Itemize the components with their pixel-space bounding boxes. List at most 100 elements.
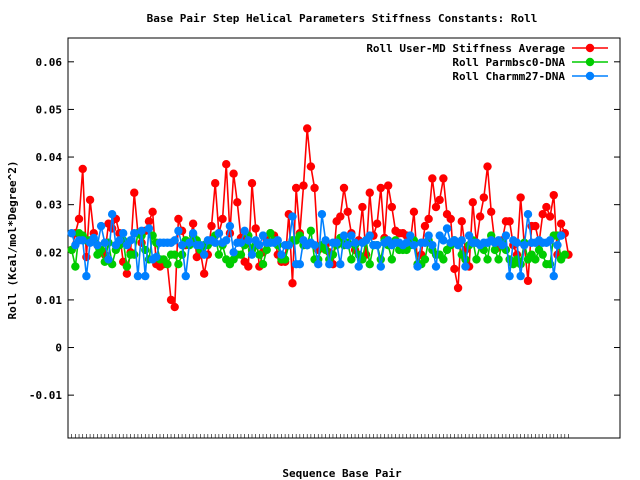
data-point bbox=[446, 214, 455, 224]
data-point bbox=[207, 221, 216, 231]
data-point bbox=[144, 224, 154, 233]
y-tick-label: 0.06 bbox=[36, 56, 63, 69]
data-point bbox=[107, 224, 117, 233]
data-point bbox=[218, 214, 227, 224]
data-point bbox=[402, 238, 411, 247]
data-point bbox=[251, 224, 260, 233]
data-point bbox=[89, 233, 98, 243]
data-point bbox=[170, 250, 179, 259]
y-axis-label: Roll (Kcal/mol*Degree^2) bbox=[6, 161, 19, 320]
chart-title: Base Pair Step Helical Parameters Stiffn… bbox=[147, 12, 538, 25]
data-point bbox=[214, 250, 224, 259]
data-point bbox=[196, 240, 205, 250]
data-point bbox=[365, 259, 374, 269]
legend-label-series-2: Roll Parmbsc0-DNA bbox=[452, 56, 565, 69]
data-point bbox=[523, 209, 533, 219]
data-point bbox=[545, 236, 555, 245]
data-point bbox=[453, 283, 463, 293]
data-point bbox=[479, 193, 489, 202]
data-point bbox=[130, 229, 139, 238]
y-tick-label: 0.03 bbox=[36, 199, 63, 212]
data-point bbox=[428, 174, 437, 183]
data-point bbox=[291, 183, 301, 193]
data-point bbox=[531, 221, 540, 231]
data-point bbox=[262, 245, 271, 255]
data-point bbox=[188, 229, 198, 238]
data-point bbox=[339, 183, 349, 193]
data-point bbox=[295, 259, 305, 269]
data-point bbox=[310, 183, 319, 193]
data-point bbox=[494, 255, 503, 264]
data-point bbox=[240, 226, 249, 236]
data-point bbox=[461, 262, 470, 271]
data-point bbox=[354, 262, 363, 271]
data-point bbox=[383, 181, 393, 190]
data-point bbox=[420, 221, 430, 231]
data-point bbox=[126, 236, 135, 245]
data-point bbox=[303, 124, 312, 133]
data-point bbox=[225, 221, 235, 231]
data-point bbox=[542, 202, 551, 212]
data-point bbox=[431, 202, 441, 212]
data-point bbox=[321, 236, 330, 245]
series-3 bbox=[67, 209, 566, 281]
data-point bbox=[483, 255, 492, 264]
data-point bbox=[82, 271, 91, 281]
data-point bbox=[387, 202, 397, 212]
y-tick-label: 0 bbox=[55, 342, 62, 355]
data-point bbox=[325, 259, 334, 269]
data-point bbox=[284, 240, 293, 250]
data-point bbox=[372, 219, 382, 228]
data-point bbox=[332, 238, 341, 247]
data-point bbox=[560, 250, 569, 259]
data-point bbox=[435, 195, 444, 205]
data-point bbox=[141, 271, 150, 281]
data-point bbox=[376, 262, 385, 271]
data-point bbox=[549, 190, 558, 200]
data-point bbox=[549, 271, 558, 281]
data-point bbox=[372, 240, 382, 250]
y-axis: -0.01 0 0.01 0.02 0.03 0.04 0.05 0.06 bbox=[29, 56, 620, 402]
data-point bbox=[255, 250, 264, 259]
data-point bbox=[211, 238, 220, 247]
data-point bbox=[247, 250, 257, 259]
data-point bbox=[174, 259, 183, 269]
data-point bbox=[538, 209, 547, 219]
data-point bbox=[137, 226, 146, 236]
data-point bbox=[188, 219, 198, 228]
data-point bbox=[387, 255, 397, 264]
y-tick-label: 0.04 bbox=[36, 151, 63, 164]
legend: Roll User-MD Stiffness Average Roll Parm… bbox=[366, 42, 608, 83]
data-point bbox=[365, 231, 374, 240]
data-point bbox=[122, 262, 132, 271]
data-point bbox=[170, 236, 179, 245]
data-point bbox=[336, 259, 345, 269]
data-point bbox=[439, 255, 448, 264]
data-point bbox=[247, 179, 257, 188]
data-point bbox=[78, 164, 87, 174]
data-point bbox=[512, 238, 522, 247]
data-point bbox=[288, 279, 297, 288]
data-point bbox=[339, 231, 349, 240]
data-point bbox=[409, 240, 419, 250]
data-point bbox=[475, 212, 485, 221]
data-point bbox=[214, 229, 224, 238]
y-tick-label: 0.02 bbox=[36, 246, 63, 259]
data-point bbox=[78, 236, 87, 245]
data-point bbox=[336, 212, 345, 221]
data-point bbox=[516, 259, 525, 269]
data-point bbox=[431, 262, 441, 271]
data-point bbox=[152, 252, 161, 262]
data-point bbox=[428, 240, 437, 250]
data-point bbox=[122, 269, 132, 278]
legend-swatch-marker bbox=[585, 57, 595, 67]
data-point bbox=[185, 238, 194, 247]
data-point bbox=[409, 207, 419, 217]
data-point bbox=[166, 295, 176, 305]
data-point bbox=[229, 169, 238, 178]
data-point bbox=[457, 217, 466, 226]
data-point bbox=[174, 214, 183, 224]
y-tick-label: 0.01 bbox=[36, 294, 63, 307]
data-point bbox=[464, 231, 474, 240]
